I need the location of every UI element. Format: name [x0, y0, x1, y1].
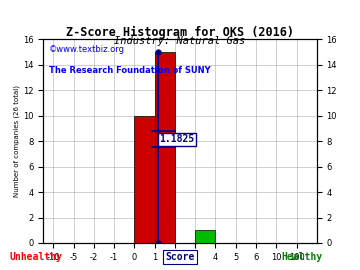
Text: Unhealthy: Unhealthy	[10, 252, 62, 262]
Bar	[195, 230, 216, 243]
Text: Score: Score	[165, 252, 195, 262]
Bar	[134, 116, 155, 243]
Y-axis label: Number of companies (26 total): Number of companies (26 total)	[14, 85, 20, 197]
Text: ©www.textbiz.org: ©www.textbiz.org	[49, 45, 125, 54]
Text: The Research Foundation of SUNY: The Research Foundation of SUNY	[49, 66, 210, 75]
Title: Z-Score Histogram for OKS (2016): Z-Score Histogram for OKS (2016)	[66, 26, 294, 39]
Text: 1.1825: 1.1825	[159, 134, 195, 144]
Text: Healthy: Healthy	[282, 252, 323, 262]
Bar	[155, 52, 175, 243]
Text: Industry: Natural Gas: Industry: Natural Gas	[114, 36, 246, 46]
